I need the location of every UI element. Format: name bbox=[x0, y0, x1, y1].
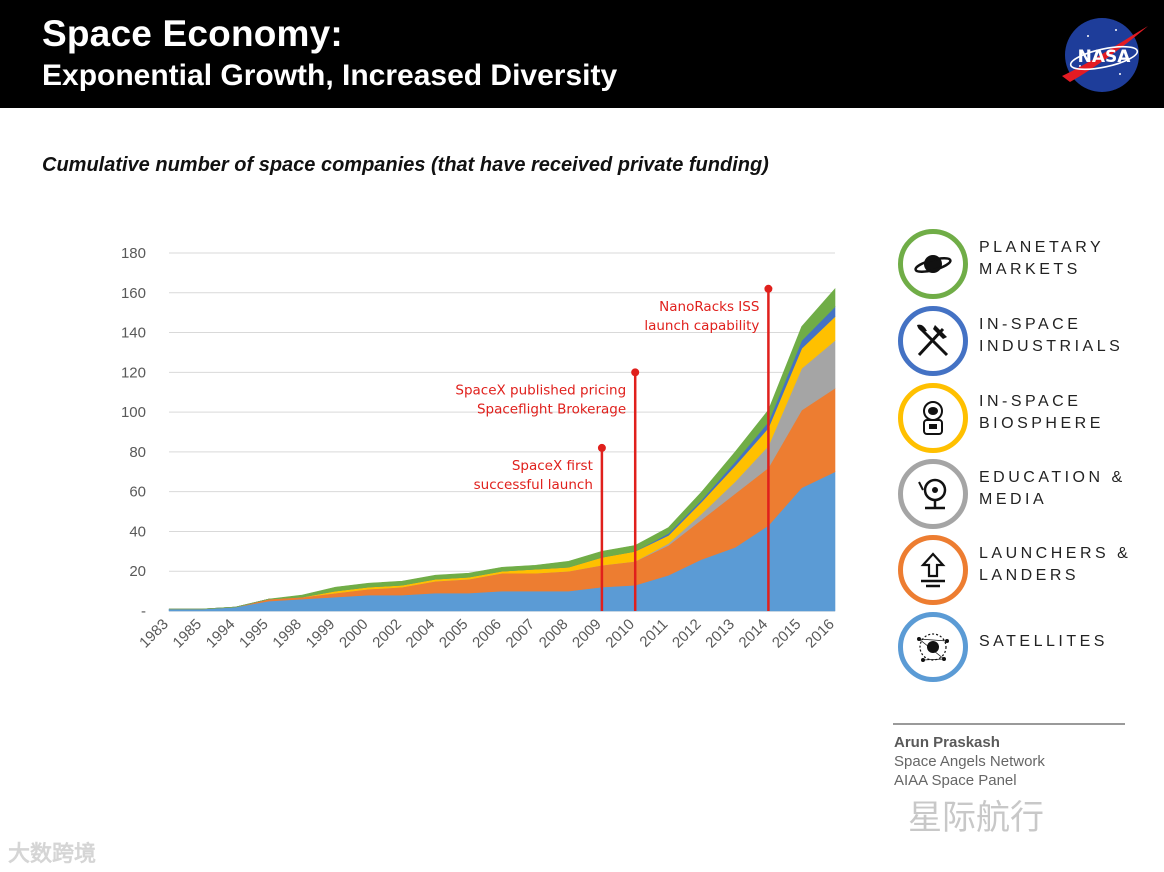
y-tick-label: 160 bbox=[121, 285, 146, 302]
annotation-marker bbox=[631, 368, 640, 377]
chart-title: Cumulative number of space companies (th… bbox=[42, 154, 769, 176]
annotation-label: successful launch bbox=[474, 477, 593, 493]
legend-item-education-media: EDUCATION & MEDIA bbox=[898, 459, 1148, 529]
annotations: SpaceX first successful launch SpaceX publ… bbox=[455, 284, 773, 611]
x-tick-label: 1995 bbox=[236, 616, 272, 652]
legend-item-planetary-markets: PLANETARY MARKETS bbox=[898, 229, 1148, 299]
x-tick-label: 2004 bbox=[403, 616, 439, 652]
y-tick-label: 80 bbox=[129, 444, 146, 461]
launch-arrow-icon bbox=[920, 552, 946, 588]
legend-label-line1: LAUNCHERS & bbox=[979, 545, 1132, 562]
legend-label-line2: LANDERS bbox=[979, 567, 1080, 584]
legend-label-line2: MEDIA bbox=[979, 491, 1048, 508]
header-bar: Space Economy: Exponential Growth, Incre… bbox=[0, 0, 1164, 108]
legend-ring bbox=[898, 383, 968, 453]
x-tick-label: 2016 bbox=[802, 616, 838, 652]
legend-item-launchers-landers: LAUNCHERS & LANDERS bbox=[898, 535, 1148, 605]
legend-label-line1: SATELLITES bbox=[979, 633, 1108, 650]
legend-label-line2: BIOSPHERE bbox=[979, 415, 1104, 432]
legend-ring bbox=[898, 229, 968, 299]
area-series bbox=[168, 288, 836, 612]
x-axis: 1983198519941995199819992000200220042005… bbox=[136, 616, 838, 652]
credit-panel: AIAA Space Panel bbox=[894, 772, 1017, 789]
annotation-label: SpaceX published pricing bbox=[455, 382, 626, 398]
x-tick-label: 1999 bbox=[303, 616, 339, 652]
nasa-logo-icon: NASA bbox=[1062, 18, 1148, 92]
credit-name: Arun Praskash bbox=[894, 734, 1000, 751]
logo-text: NASA bbox=[1078, 47, 1132, 67]
legend-item-in-space-biosphere: IN-SPACE BIOSPHERE bbox=[898, 383, 1148, 453]
legend-label-line1: IN-SPACE bbox=[979, 316, 1082, 333]
annotation-label: SpaceX first bbox=[512, 458, 593, 474]
legend-label-line1: EDUCATION & bbox=[979, 469, 1126, 486]
annotation-marker bbox=[597, 443, 606, 452]
legend-ring bbox=[898, 306, 968, 376]
y-tick-label: 20 bbox=[129, 563, 146, 580]
y-tick-label: 180 bbox=[121, 245, 146, 262]
legend-ring bbox=[898, 612, 968, 682]
x-tick-label: 2000 bbox=[336, 616, 372, 652]
y-tick-label: 120 bbox=[121, 364, 146, 381]
annotation-label: Spaceflight Brokerage bbox=[477, 401, 626, 417]
y-tick-label: - bbox=[141, 603, 146, 620]
x-tick-label: 2014 bbox=[736, 616, 772, 652]
legend-item-satellites: SATELLITES bbox=[898, 612, 1148, 682]
y-axis: - 20 40 60 80 100 120 140 160 180 bbox=[121, 245, 146, 620]
x-tick-label: 2008 bbox=[536, 616, 572, 652]
y-tick-label: 40 bbox=[129, 523, 146, 540]
annotation-marker bbox=[764, 284, 773, 293]
legend-label-line1: IN-SPACE bbox=[979, 393, 1082, 410]
legend-item-in-space-industrials: IN-SPACE INDUSTRIALS bbox=[898, 306, 1148, 376]
y-tick-label: 100 bbox=[121, 404, 146, 421]
x-tick-label: 2009 bbox=[569, 616, 605, 652]
legend-ring bbox=[898, 535, 968, 605]
legend-label-line2: INDUSTRIALS bbox=[979, 338, 1124, 355]
y-tick-label: 140 bbox=[121, 325, 146, 342]
page-title: Space Economy: bbox=[42, 13, 343, 54]
satellite-dish-icon bbox=[918, 478, 947, 510]
credit-org: Space Angels Network bbox=[894, 753, 1045, 770]
x-tick-label: 1998 bbox=[269, 616, 305, 652]
x-tick-label: 1994 bbox=[203, 616, 239, 652]
legend-label-line1: PLANETARY bbox=[979, 239, 1105, 256]
watermark-left: 大数跨境 bbox=[8, 841, 97, 866]
x-tick-label: 2005 bbox=[436, 616, 472, 652]
astronaut-icon bbox=[923, 401, 943, 435]
area-planetary-markets bbox=[169, 288, 836, 610]
annotation-label: launch capability bbox=[644, 318, 759, 334]
x-tick-label: 2012 bbox=[669, 616, 705, 652]
legend-label-line2: MARKETS bbox=[979, 261, 1081, 278]
globe-network-icon bbox=[917, 633, 949, 662]
x-tick-label: 1983 bbox=[136, 616, 172, 652]
x-tick-label: 2011 bbox=[636, 616, 671, 651]
x-tick-label: 2006 bbox=[469, 616, 505, 652]
legend-ring bbox=[898, 459, 968, 529]
pickaxe-shovel-icon bbox=[917, 324, 949, 357]
planet-icon bbox=[914, 255, 952, 273]
annotation-label: NanoRacks ISS bbox=[659, 299, 759, 315]
y-tick-label: 60 bbox=[129, 484, 146, 501]
credit-divider bbox=[893, 723, 1125, 725]
x-tick-label: 1985 bbox=[170, 616, 206, 652]
x-tick-label: 2015 bbox=[769, 616, 805, 652]
watermark-right: 星际航行 bbox=[908, 799, 1044, 837]
x-tick-label: 2002 bbox=[369, 616, 405, 652]
page-subtitle: Exponential Growth, Increased Diversity bbox=[42, 59, 618, 92]
x-tick-label: 2007 bbox=[503, 616, 539, 652]
x-tick-label: 2010 bbox=[602, 616, 638, 652]
x-tick-label: 2013 bbox=[702, 616, 738, 652]
